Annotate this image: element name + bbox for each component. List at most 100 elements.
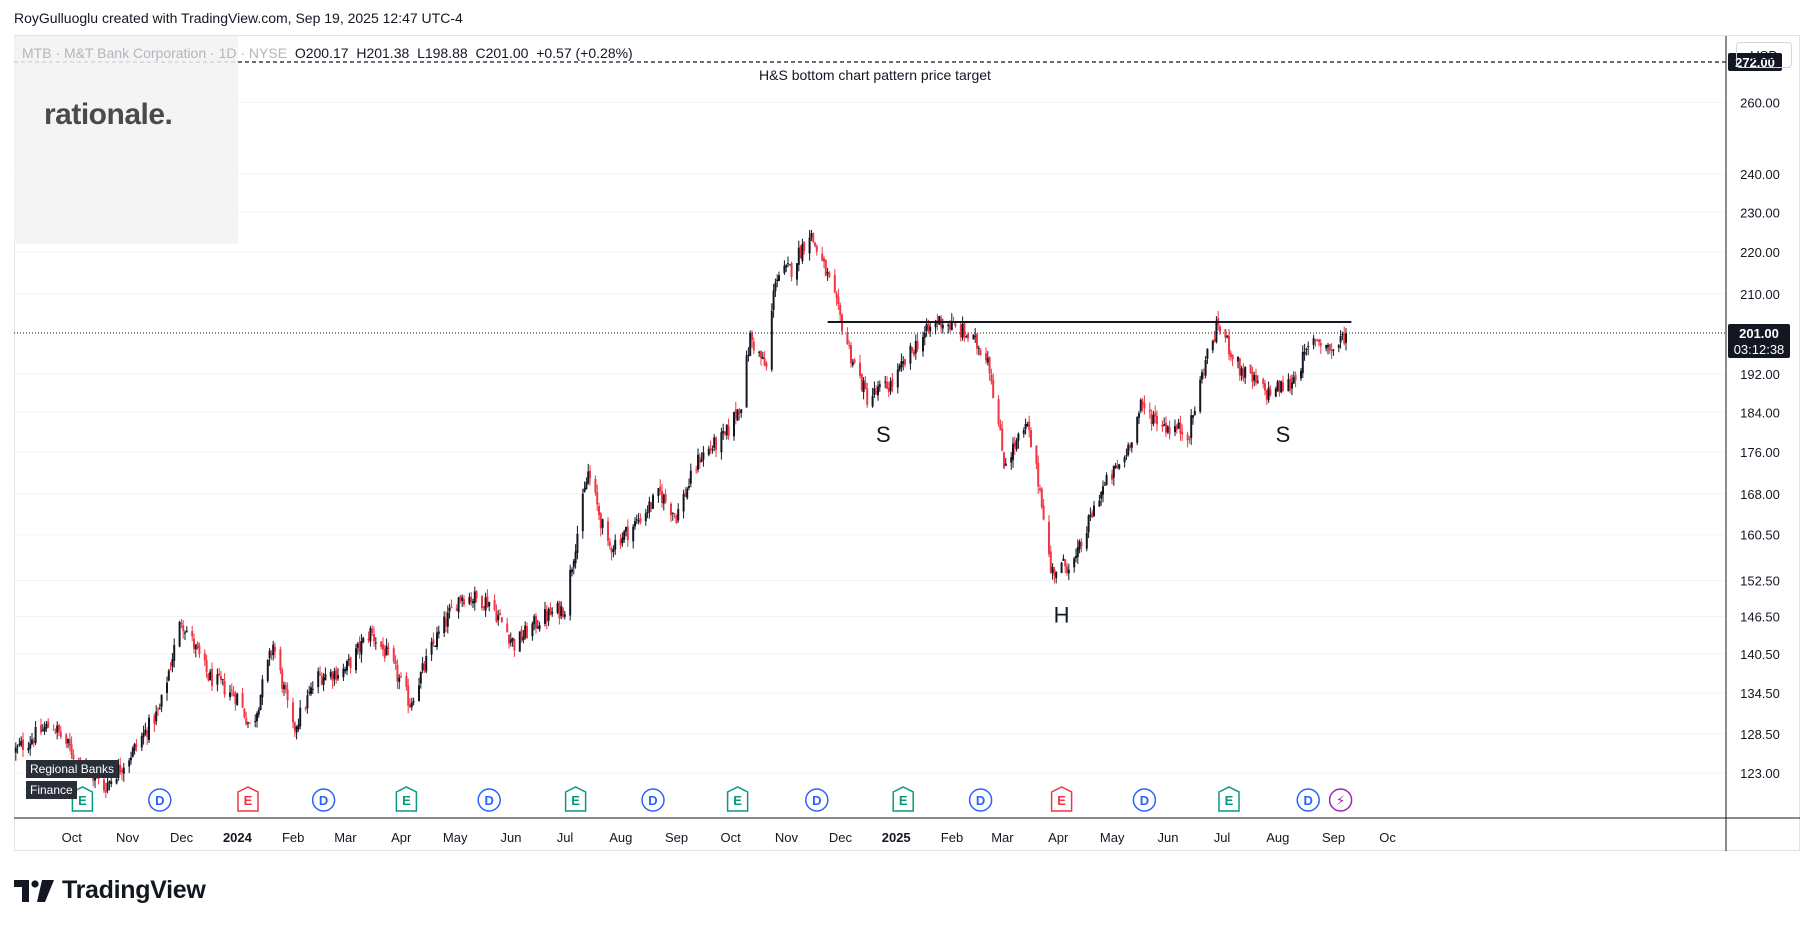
candle-body xyxy=(610,548,613,553)
x-tick-label: Feb xyxy=(941,830,963,845)
candle-body xyxy=(293,722,296,731)
candle-body xyxy=(230,689,233,691)
candle-body xyxy=(634,521,636,527)
candle-body xyxy=(135,744,138,747)
x-tick-label: Jun xyxy=(1158,830,1179,845)
candle-body xyxy=(418,685,420,702)
candle-body xyxy=(16,745,19,747)
candle-body xyxy=(635,519,638,521)
price-target-value: 272.00 xyxy=(1735,55,1775,70)
candle-body xyxy=(922,337,924,352)
candle-body xyxy=(283,684,285,690)
dividend-marker xyxy=(1132,788,1157,812)
candle-body xyxy=(1013,442,1016,448)
candle-body xyxy=(619,539,622,546)
candle-body xyxy=(864,382,867,389)
candle-body xyxy=(1055,572,1058,579)
candle-body xyxy=(639,518,642,523)
candle-body xyxy=(1278,380,1281,393)
currency-selector[interactable]: USD xyxy=(1736,42,1792,68)
candle-body xyxy=(837,296,840,305)
candle-body xyxy=(587,471,590,484)
candle-body xyxy=(31,739,33,744)
candle-body xyxy=(601,519,604,528)
candle-body xyxy=(538,625,541,630)
candle-body xyxy=(457,597,460,613)
candle-body xyxy=(54,731,57,733)
candle-body xyxy=(848,344,851,346)
candle-body xyxy=(1067,569,1070,574)
candle-body xyxy=(382,644,384,650)
candle-body xyxy=(1123,457,1126,463)
candle-body xyxy=(700,459,703,462)
candle-body xyxy=(697,454,699,470)
candle-body xyxy=(131,748,134,757)
candle-body xyxy=(1242,368,1245,379)
sector-tags: Regional Banks Finance xyxy=(26,760,119,802)
candle-body xyxy=(506,623,509,633)
candle-body xyxy=(443,616,446,634)
candle-body xyxy=(797,247,800,265)
y-tick-label: 176.00 xyxy=(1740,445,1780,460)
candle-body xyxy=(675,514,678,523)
sector-tag[interactable]: Finance xyxy=(26,781,77,799)
candle-body xyxy=(599,513,602,529)
candle-body xyxy=(421,663,424,671)
axis-lines xyxy=(14,36,1800,851)
candle-body xyxy=(724,431,726,434)
dividend-marker xyxy=(641,788,665,812)
candle-body xyxy=(839,304,842,315)
candle-body xyxy=(650,502,653,509)
candle-body xyxy=(761,356,764,360)
candle-body xyxy=(828,272,831,277)
candle-body xyxy=(346,661,348,671)
candle-body xyxy=(976,334,978,349)
candle-body xyxy=(166,682,168,693)
candle-body xyxy=(1087,515,1090,533)
candle-body xyxy=(407,685,410,706)
candle-body xyxy=(473,591,476,604)
candle-body xyxy=(1179,422,1182,434)
candle-body xyxy=(1332,349,1335,351)
watermark-logo: rationale. xyxy=(44,98,173,131)
candle-body xyxy=(117,764,120,778)
candle-body xyxy=(709,448,712,450)
candle-body xyxy=(1231,354,1234,360)
candle-body xyxy=(560,606,563,617)
candle-body xyxy=(1253,374,1256,381)
candle-body xyxy=(40,725,42,733)
candle-body xyxy=(1339,336,1342,343)
candle-body xyxy=(488,601,491,607)
candle-body xyxy=(472,601,474,604)
y-tick-label: 168.00 xyxy=(1740,487,1780,502)
x-tick-label: May xyxy=(1100,830,1125,845)
candle-body xyxy=(1301,352,1304,374)
low-label: L xyxy=(417,45,425,61)
candle-body xyxy=(229,692,231,697)
dividend-marker xyxy=(805,788,829,812)
candle-body xyxy=(322,677,325,685)
x-tick-label: 2025 xyxy=(882,830,911,845)
candle-body xyxy=(362,637,365,643)
earnings-marker xyxy=(726,786,749,812)
low-value: 198.88 xyxy=(424,45,468,61)
candle-body xyxy=(286,689,289,701)
candle-body xyxy=(1003,452,1005,469)
candle-body xyxy=(331,673,334,681)
dividend-marker xyxy=(311,788,336,812)
candle-body xyxy=(644,513,647,522)
candle-body xyxy=(1305,348,1308,350)
candle-body xyxy=(1314,339,1317,342)
candle-body xyxy=(400,676,402,678)
candle-body xyxy=(1130,442,1133,448)
candle-body xyxy=(1040,488,1043,508)
candle-body xyxy=(569,569,572,616)
candle-body xyxy=(1089,515,1092,517)
industry-tag[interactable]: Regional Banks xyxy=(26,760,119,778)
candle-body xyxy=(785,265,788,268)
candle-body xyxy=(72,754,75,760)
dividend-marker xyxy=(1296,788,1320,812)
candle-body xyxy=(223,681,226,695)
earnings-marker xyxy=(1050,786,1073,812)
